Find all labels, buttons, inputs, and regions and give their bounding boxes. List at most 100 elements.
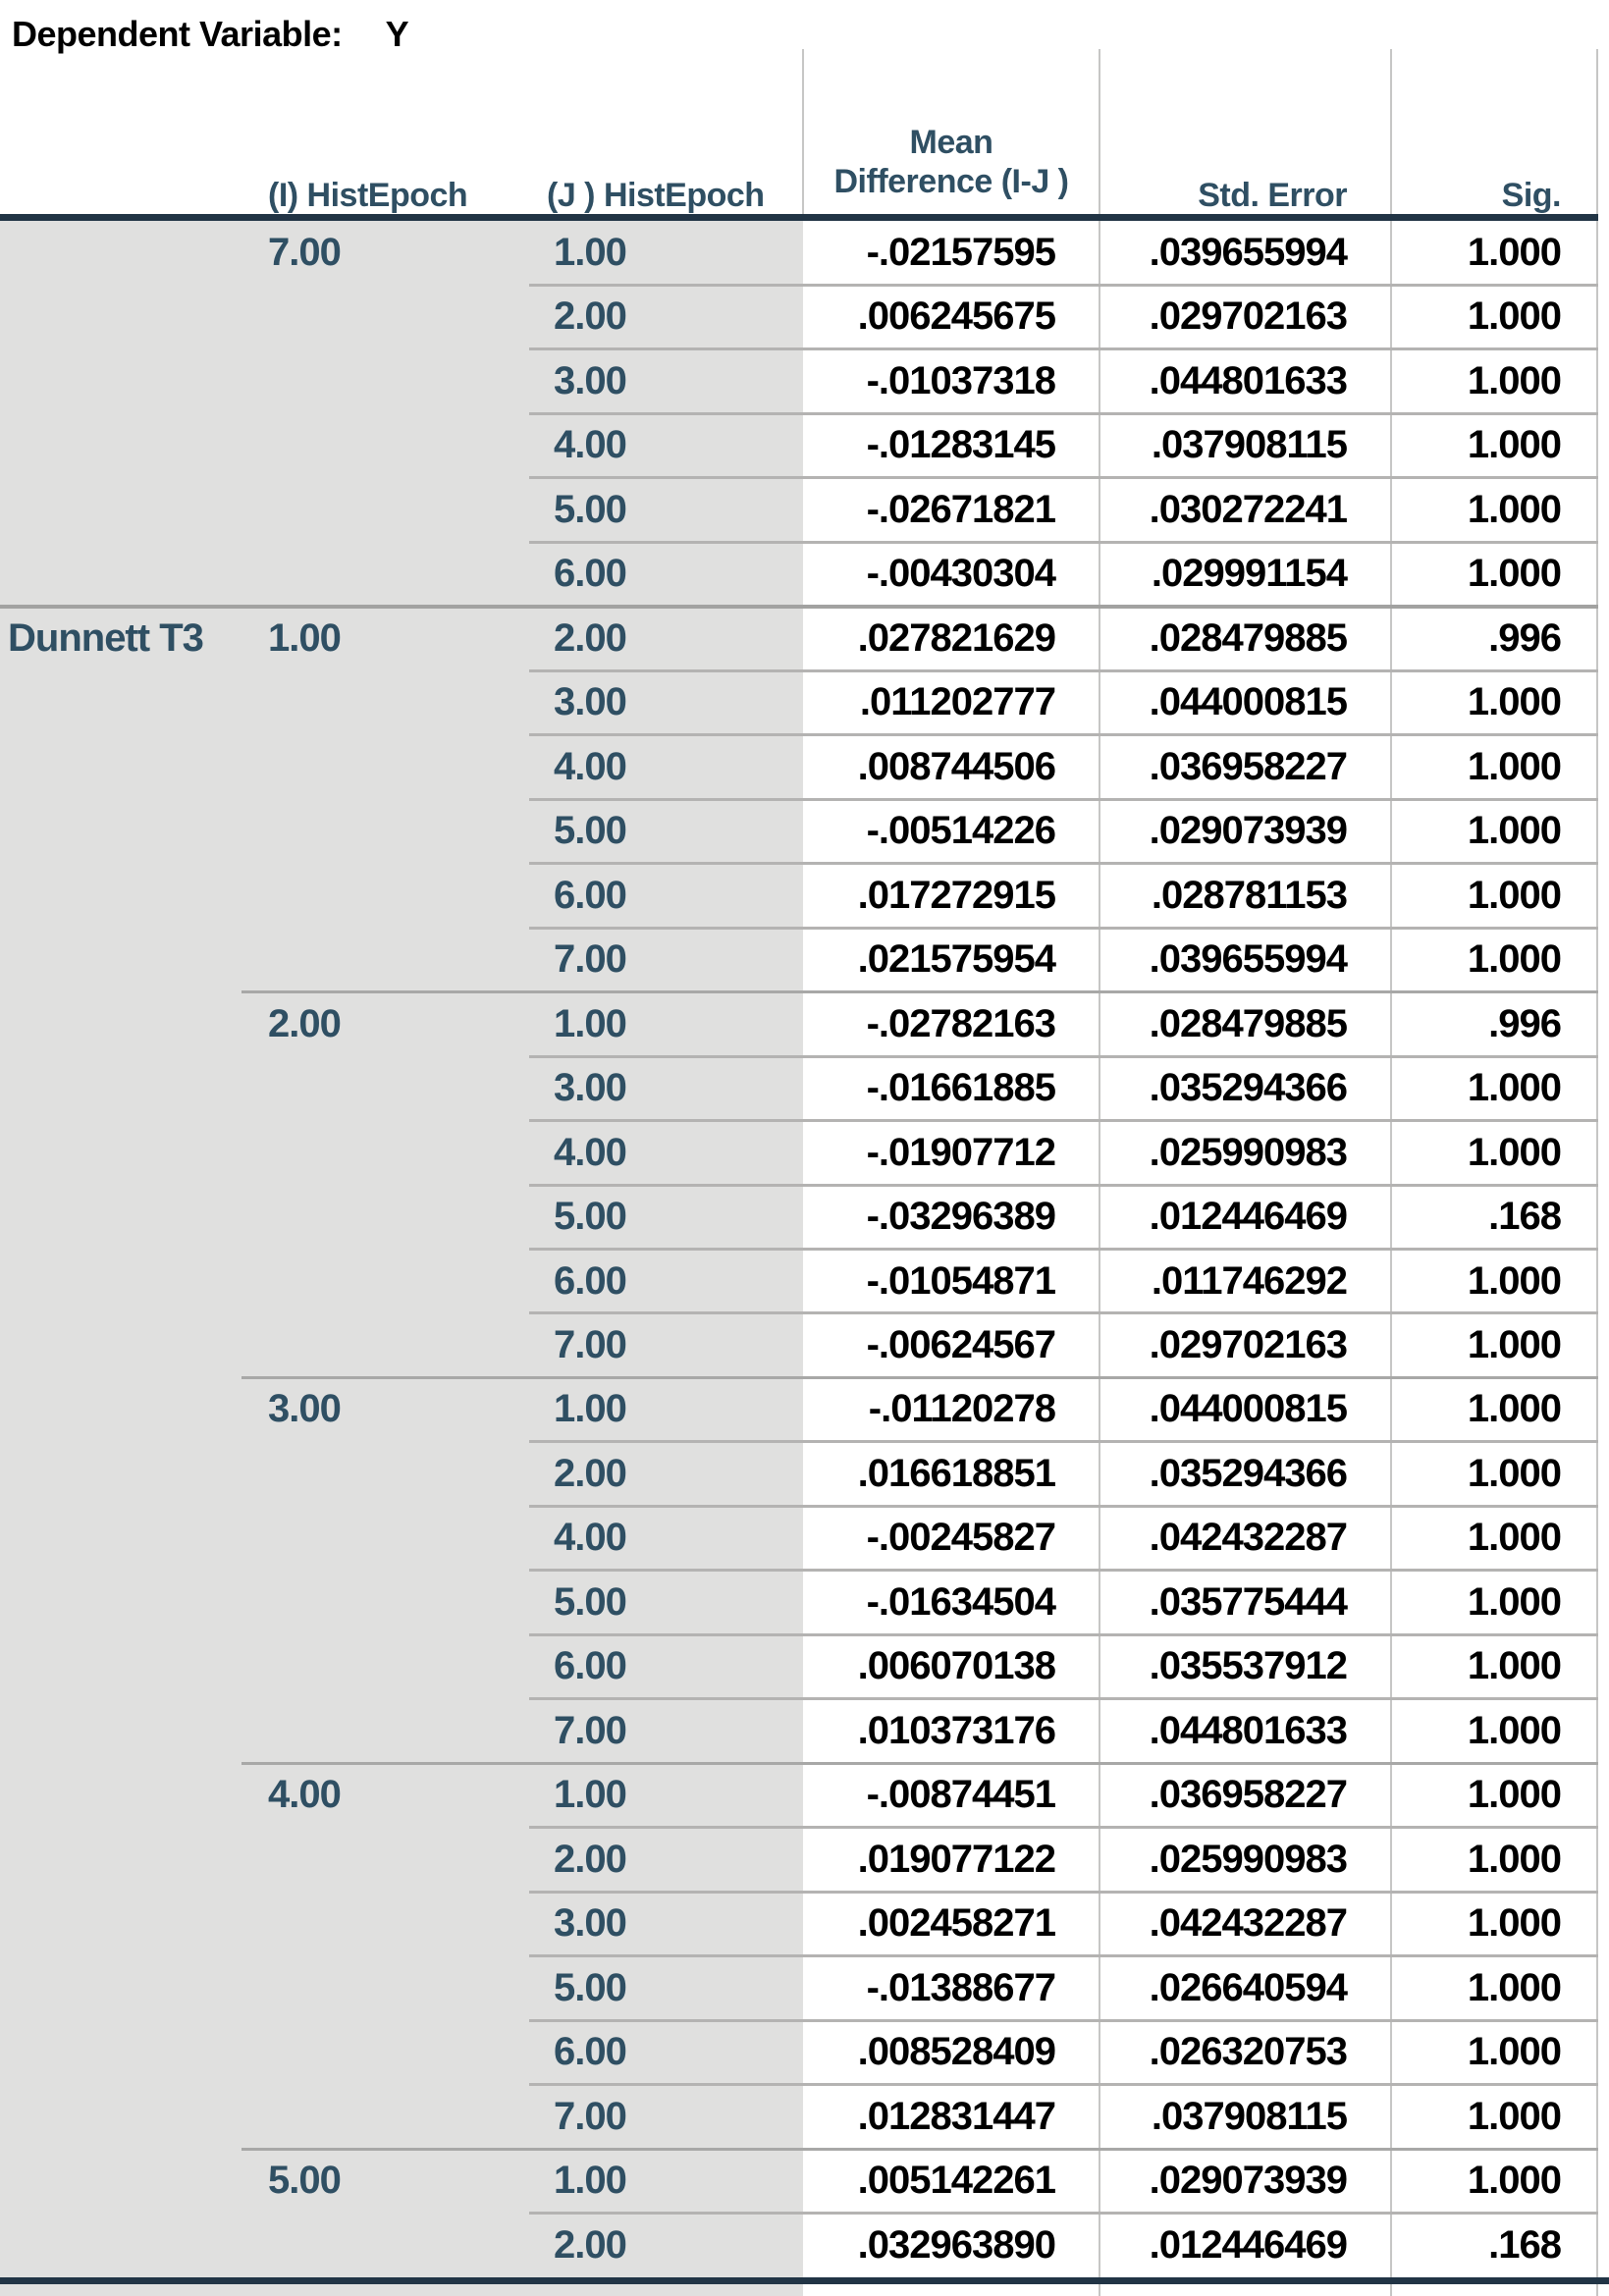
std-error-value: .044000815	[1149, 1387, 1348, 1431]
row-separator-line	[529, 1954, 1598, 1958]
group-separator-line	[241, 2147, 1598, 2151]
row-separator-line	[529, 668, 1598, 672]
j-level-label: 3.00	[554, 1901, 627, 1946]
mean-difference-value: .019077122	[857, 1837, 1056, 1881]
std-error-value: .029073939	[1149, 2159, 1348, 2203]
sig-value: 1.000	[1467, 680, 1562, 724]
j-level-label: 1.00	[554, 1001, 627, 1045]
j-level-label: 4.00	[554, 423, 627, 467]
row-separator-line	[529, 1826, 1598, 1830]
mean-difference-value: .010373176	[857, 1708, 1056, 1752]
sig-value: 1.000	[1467, 2030, 1562, 2074]
row-separator-line	[529, 283, 1598, 287]
sig-value: 1.000	[1467, 2159, 1562, 2203]
mean-difference-value: -.01037318	[866, 358, 1056, 402]
std-error-value: .029702163	[1149, 294, 1348, 339]
i-group-label: 5.00	[268, 2159, 342, 2203]
j-level-label: 3.00	[554, 358, 627, 402]
j-level-label: 4.00	[554, 744, 627, 788]
row-separator-line	[529, 1119, 1598, 1123]
sig-value: 1.000	[1467, 358, 1562, 402]
row-separator-line	[529, 1311, 1598, 1315]
j-level-label: 5.00	[554, 1579, 627, 1624]
row-separator-line	[529, 411, 1598, 415]
row-separator-line	[529, 1632, 1598, 1636]
sig-value: 1.000	[1467, 937, 1562, 982]
sig-value: 1.000	[1467, 1451, 1562, 1495]
j-level-label: 7.00	[554, 1708, 627, 1752]
i-group-label: 7.00	[268, 231, 342, 274]
j-level-label: 5.00	[554, 487, 627, 531]
column-header-i: (I) HistEpoch	[268, 177, 468, 214]
mean-difference-value: -.00624567	[866, 1322, 1056, 1366]
group-separator-line	[241, 1375, 1598, 1379]
sig-value: 1.000	[1467, 1837, 1562, 1881]
j-level-label: 4.00	[554, 1130, 627, 1174]
mean-difference-value: -.00430304	[866, 552, 1056, 596]
table-bottom-rule	[0, 2277, 1609, 2284]
std-error-value: .029991154	[1151, 552, 1348, 596]
column-divider	[1390, 49, 1392, 2296]
group-separator-line	[241, 990, 1598, 994]
j-level-label: 7.00	[554, 937, 627, 982]
mean-difference-value: .006070138	[857, 1644, 1056, 1688]
std-error-value: .039655994	[1149, 937, 1348, 982]
sig-value: .168	[1488, 1195, 1562, 1239]
sig-value: 1.000	[1467, 231, 1562, 274]
sig-value: 1.000	[1467, 1708, 1562, 1752]
mean-difference-value: .016618851	[857, 1451, 1056, 1495]
row-separator-line	[529, 347, 1598, 351]
column-header-sig: Sig.	[1501, 177, 1562, 214]
sig-value: 1.000	[1467, 1387, 1562, 1431]
std-error-value: .044000815	[1149, 680, 1348, 724]
mean-difference-value: .027821629	[857, 615, 1056, 660]
std-error-value: .035294366	[1149, 1451, 1348, 1495]
j-level-label: 7.00	[554, 2094, 627, 2138]
std-error-value: .026640594	[1149, 1965, 1348, 2009]
header-rule	[0, 214, 1598, 221]
mean-difference-value: .012831447	[857, 2094, 1056, 2138]
i-group-label: 1.00	[268, 615, 342, 660]
sig-value: 1.000	[1467, 809, 1562, 853]
std-error-value: .044801633	[1149, 1708, 1348, 1752]
j-level-label: 6.00	[554, 1258, 627, 1303]
sig-value: 1.000	[1467, 1579, 1562, 1624]
j-level-label: 5.00	[554, 1195, 627, 1239]
mean-difference-value: -.01634504	[866, 1579, 1056, 1624]
mean-difference-value: -.01907712	[866, 1130, 1056, 1174]
j-level-label: 4.00	[554, 1516, 627, 1560]
std-error-value: .036958227	[1149, 1773, 1348, 1817]
test-separator-line	[0, 604, 1598, 609]
row-separator-line	[529, 926, 1598, 930]
mean-difference-value: .005142261	[857, 2159, 1056, 2203]
std-error-value: .028479885	[1149, 615, 1348, 660]
row-separator-line	[529, 1440, 1598, 1444]
std-error-value: .037908115	[1151, 2094, 1348, 2138]
row-separator-line	[529, 1697, 1598, 1701]
page-title: Dependent Variable: Y	[12, 14, 409, 55]
mean-difference-value: .017272915	[857, 873, 1056, 917]
test-name-label: Dunnett T3	[8, 615, 204, 660]
j-level-label: 3.00	[554, 1066, 627, 1110]
sig-value: 1.000	[1467, 2094, 1562, 2138]
std-error-value: .042432287	[1149, 1516, 1348, 1560]
std-error-value: .026320753	[1149, 2030, 1348, 2074]
mean-difference-value: -.00245827	[866, 1516, 1056, 1560]
mean-difference-value: -.00514226	[866, 809, 1056, 853]
std-error-value: .029702163	[1149, 1322, 1348, 1366]
mean-difference-value: -.01388677	[866, 1965, 1056, 2009]
sig-value: 1.000	[1467, 294, 1562, 339]
sig-value: 1.000	[1467, 873, 1562, 917]
i-group-label: 4.00	[268, 1773, 342, 1817]
std-error-value: .042432287	[1149, 1901, 1348, 1946]
row-separator-line	[529, 1504, 1598, 1508]
i-group-label: 3.00	[268, 1387, 342, 1431]
sig-value: 1.000	[1467, 1066, 1562, 1110]
std-error-value: .011746292	[1151, 1258, 1348, 1303]
mean-difference-value: .011202777	[859, 680, 1056, 724]
row-separator-line	[529, 862, 1598, 866]
row-separator-line	[529, 1890, 1598, 1894]
j-level-label: 5.00	[554, 1965, 627, 2009]
